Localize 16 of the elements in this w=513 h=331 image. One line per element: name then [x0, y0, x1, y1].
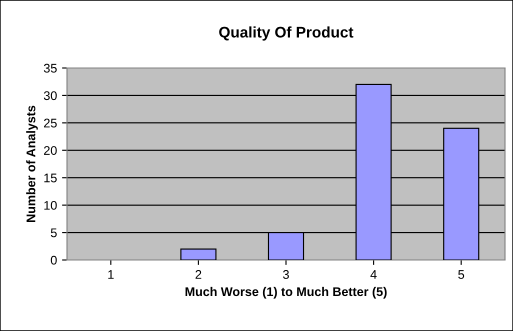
y-tick-label: 35: [44, 64, 57, 73]
y-tick-label: 10: [44, 200, 57, 210]
chart-title: Quality Of Product: [219, 26, 354, 41]
x-axis-title: Much Worse (1) to Much Better (5): [186, 286, 387, 299]
x-tick-label: 5: [458, 270, 464, 279]
y-tick-label: 20: [44, 146, 57, 155]
x-tick-label: 2: [196, 270, 202, 279]
x-tick-label: 3: [283, 270, 289, 279]
y-tick-label: 15: [44, 174, 57, 182]
x-tick-label: 4: [370, 270, 377, 279]
y-tick-label: 0: [50, 256, 57, 265]
x-tick-label: 1: [108, 270, 114, 279]
y-tick-label: 25: [44, 118, 57, 128]
y-tick-label: 5: [50, 228, 57, 238]
y-axis-title: Number of Analysts: [26, 106, 38, 222]
y-tick-label: 30: [44, 91, 57, 100]
